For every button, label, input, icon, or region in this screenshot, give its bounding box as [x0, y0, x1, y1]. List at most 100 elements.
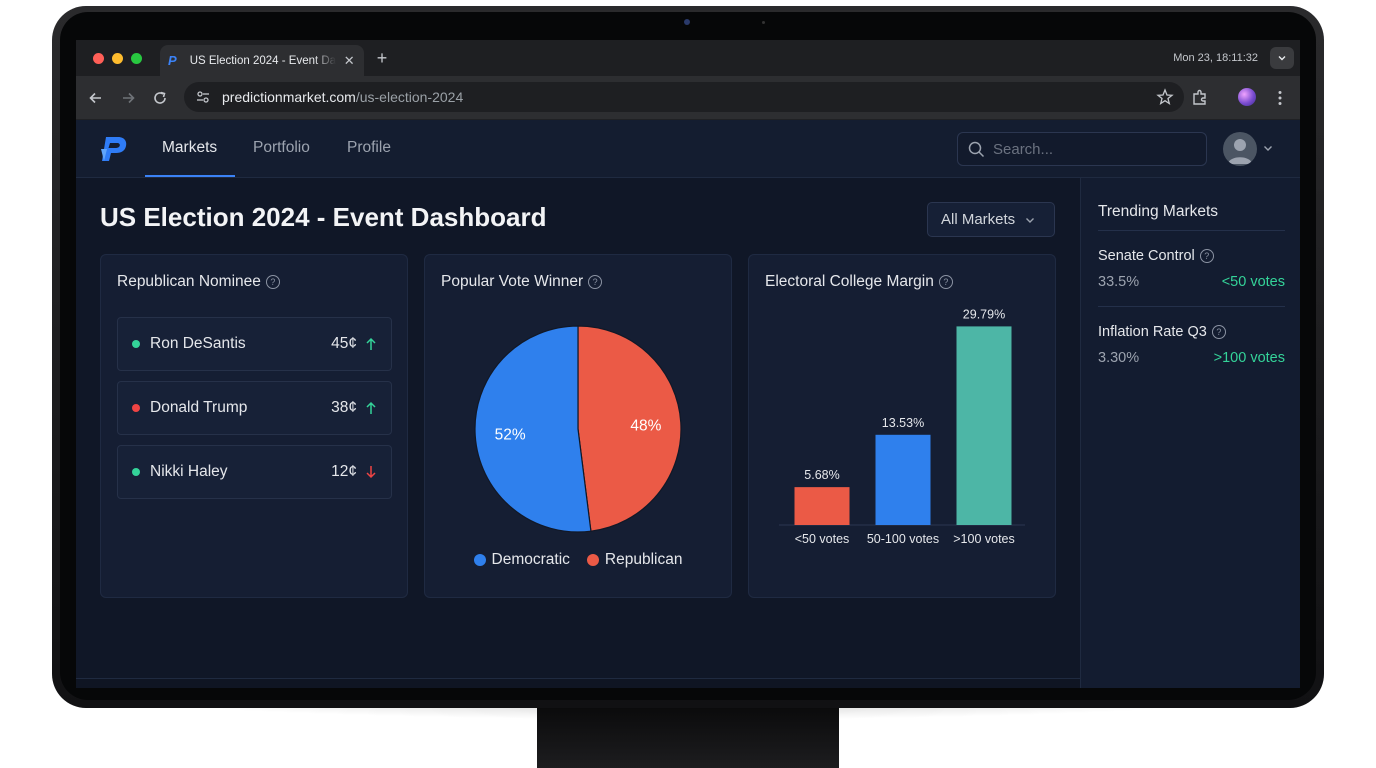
- user-avatar[interactable]: [1223, 132, 1257, 166]
- markets-filter-dropdown[interactable]: All Markets: [927, 202, 1055, 237]
- nominee-name: Nikki Haley: [150, 463, 228, 480]
- trending-sidebar: Trending Markets Senate Control? 33.5% <…: [1080, 178, 1300, 688]
- divider: [1098, 306, 1285, 307]
- arrow-up-icon: [366, 337, 376, 350]
- browser-tab-bar: P US Election 2024 - Event Dashboard ✕ +…: [76, 40, 1300, 76]
- bar-category-label: 50-100 votes: [867, 532, 939, 546]
- more-options-icon[interactable]: [1270, 88, 1290, 108]
- trending-title: Trending Markets: [1098, 203, 1219, 220]
- browser-profile-avatar[interactable]: [1238, 88, 1256, 106]
- legend-swatch-democratic: [473, 554, 486, 566]
- pie-chart: 48% 52%: [474, 325, 682, 533]
- filter-label: All Markets: [941, 211, 1016, 228]
- forward-arrow-icon[interactable]: [118, 88, 138, 108]
- legend-label-democratic: Democratic: [491, 551, 570, 568]
- footer-area: [76, 679, 1080, 688]
- chevron-down-icon: [1026, 217, 1035, 223]
- chevron-down-icon[interactable]: [1262, 142, 1274, 154]
- nav-markets[interactable]: Markets: [162, 139, 218, 156]
- trending-item[interactable]: Senate Control? 33.5% <50 votes: [1098, 248, 1285, 290]
- pie-slice-republican[interactable]: [577, 325, 682, 532]
- card-title: Republican Nominee ?: [117, 273, 280, 291]
- maximize-window-button[interactable]: [131, 53, 142, 64]
- bar-2[interactable]: [875, 434, 931, 525]
- back-arrow-icon[interactable]: [86, 88, 106, 108]
- url-text: predictionmarket.com/us-election-2024: [222, 89, 463, 105]
- divider: [76, 678, 1080, 679]
- nominee-name: Ron DeSantis: [150, 335, 246, 352]
- nav-portfolio[interactable]: Portfolio: [253, 139, 310, 156]
- nominee-price: 45¢: [331, 335, 357, 352]
- legend-label-republican: Republican: [604, 551, 683, 568]
- help-icon[interactable]: ?: [588, 275, 603, 289]
- browser-tab[interactable]: P US Election 2024 - Event Dashboard ✕: [160, 45, 364, 76]
- minimize-window-button[interactable]: [112, 53, 123, 64]
- nav-profile[interactable]: Profile: [347, 139, 391, 156]
- bar-chart: 5.68% <50 votes 13.53% 50-100 votes 29.79% >1…: [779, 307, 1025, 546]
- tab-close-icon[interactable]: ✕: [343, 52, 355, 68]
- address-bar[interactable]: predictionmarket.com/us-election-2024: [184, 82, 1184, 112]
- top-nav: Markets Portfolio Profile: [76, 120, 1300, 178]
- help-icon[interactable]: ?: [1199, 249, 1214, 263]
- user-icon: [1228, 139, 1252, 164]
- trending-item-name: Inflation Rate Q3: [1098, 324, 1207, 340]
- pie-legend: Democratic Republican: [425, 551, 731, 569]
- new-tab-button[interactable]: +: [376, 48, 388, 68]
- nominee-price: 12¢: [331, 463, 357, 480]
- pie-value-label: 52%: [495, 426, 526, 443]
- bar-3[interactable]: [956, 326, 1012, 525]
- bar-value-label: 13.53%: [882, 416, 924, 430]
- bookmark-star-icon[interactable]: [1156, 88, 1174, 106]
- divider: [1098, 230, 1285, 231]
- search-box[interactable]: [957, 132, 1207, 166]
- pie-slice-democratic[interactable]: [474, 325, 592, 533]
- close-window-button[interactable]: [93, 53, 104, 64]
- nominee-row[interactable]: Ron DeSantis 45¢: [117, 317, 392, 371]
- arrow-down-icon: [366, 466, 376, 479]
- page-title: US Election 2024 - Event Dashboard: [100, 202, 547, 232]
- status-dot: [132, 340, 140, 348]
- status-dot: [132, 404, 140, 412]
- trending-item-tag: <50 votes: [1221, 274, 1285, 290]
- tab-search-button[interactable]: [1270, 47, 1294, 69]
- card-title-text: Electoral College Margin: [765, 273, 934, 290]
- webcam: [684, 19, 690, 25]
- arrow-up-icon: [366, 401, 376, 414]
- url-path: /us-election-2024: [355, 89, 464, 105]
- pie-value-label: 48%: [630, 418, 661, 435]
- help-icon[interactable]: ?: [938, 275, 953, 289]
- browser-toolbar: predictionmarket.com/us-election-2024: [76, 76, 1300, 120]
- bar-value-label: 29.79%: [963, 307, 1005, 321]
- bar-1[interactable]: [794, 487, 850, 525]
- reload-icon[interactable]: [150, 88, 170, 108]
- help-icon[interactable]: ?: [265, 275, 280, 289]
- nominee-row[interactable]: Nikki Haley 12¢: [117, 445, 392, 499]
- tab-title: US Election 2024 - Event Dashboard: [189, 54, 337, 67]
- search-icon: [968, 141, 985, 157]
- sensor: [762, 21, 765, 24]
- trending-item-name: Senate Control: [1098, 248, 1195, 264]
- favicon-icon: P: [168, 52, 177, 68]
- card-title: Electoral College Margin ?: [765, 273, 953, 291]
- card-title-text: Popular Vote Winner: [441, 273, 584, 290]
- bar-category-label: <50 votes: [795, 532, 850, 546]
- help-icon[interactable]: ?: [1211, 325, 1226, 339]
- electoral-margin-card: Electoral College Margin ? 5.68% <50 vote…: [748, 254, 1056, 598]
- nominee-name: Donald Trump: [150, 399, 248, 416]
- extensions-icon[interactable]: [1190, 88, 1210, 108]
- active-tab-indicator: [145, 175, 235, 177]
- site-settings-icon[interactable]: [196, 90, 210, 104]
- trending-item[interactable]: Inflation Rate Q3? 3.30% >100 votes: [1098, 324, 1285, 366]
- trending-item-value: 3.30%: [1098, 350, 1140, 366]
- trending-item-tag: >100 votes: [1213, 350, 1285, 366]
- monitor-stand: [537, 708, 839, 768]
- status-dot: [132, 468, 140, 476]
- search-input[interactable]: [993, 140, 1193, 158]
- url-domain: predictionmarket.com: [222, 89, 356, 105]
- republican-nominee-card: Republican Nominee ? Ron DeSantis 45¢ Do…: [100, 254, 408, 598]
- logo-icon[interactable]: [100, 133, 130, 165]
- dashboard-main: US Election 2024 - Event Dashboard All M…: [76, 178, 1080, 688]
- screen: P US Election 2024 - Event Dashboard ✕ +…: [76, 40, 1300, 688]
- chevron-down-icon: [1278, 56, 1286, 61]
- nominee-row[interactable]: Donald Trump 38¢: [117, 381, 392, 435]
